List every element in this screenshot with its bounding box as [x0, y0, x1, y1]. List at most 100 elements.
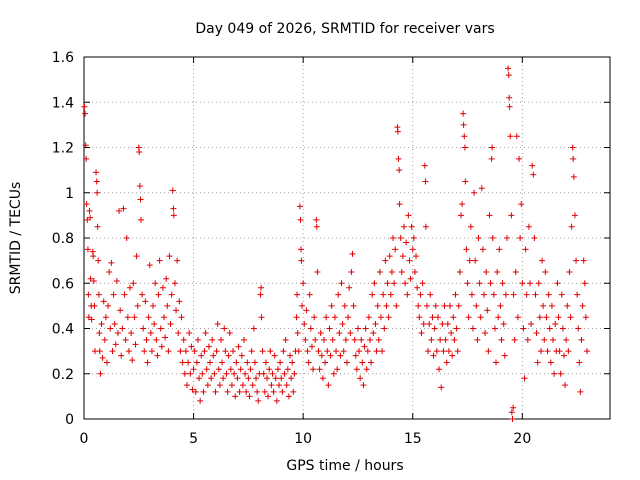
data-point	[396, 201, 403, 208]
data-point	[223, 370, 230, 377]
data-point	[485, 348, 492, 355]
data-point	[414, 284, 421, 291]
data-point	[112, 341, 119, 348]
data-point	[253, 375, 260, 382]
data-point	[93, 178, 100, 185]
data-point	[473, 302, 480, 309]
data-point	[461, 144, 468, 151]
data-point	[167, 320, 174, 327]
data-point	[157, 325, 164, 332]
data-point	[170, 212, 177, 219]
data-point	[190, 366, 197, 373]
data-point	[425, 348, 432, 355]
data-point	[511, 336, 518, 343]
data-points	[81, 65, 590, 422]
data-point	[381, 325, 388, 332]
data-point	[505, 65, 512, 72]
data-point	[450, 314, 457, 321]
data-point	[185, 359, 192, 366]
data-point	[214, 320, 221, 327]
data-point	[454, 348, 461, 355]
data-point	[305, 359, 312, 366]
data-point	[477, 314, 484, 321]
data-point	[119, 325, 126, 332]
data-point	[216, 382, 223, 389]
data-point	[525, 223, 532, 230]
data-point	[226, 330, 233, 337]
data-point	[387, 291, 394, 298]
data-point	[344, 359, 350, 366]
data-point	[545, 291, 552, 298]
data-point	[243, 388, 250, 395]
data-point	[405, 212, 412, 219]
data-point	[207, 359, 214, 366]
data-point	[403, 239, 410, 246]
data-point	[178, 314, 185, 321]
data-point	[266, 366, 273, 373]
data-point	[311, 314, 318, 321]
data-point	[372, 320, 379, 327]
data-point	[251, 359, 258, 366]
data-point	[546, 325, 553, 332]
data-point	[570, 173, 577, 180]
data-point	[282, 336, 289, 343]
data-point	[326, 325, 333, 332]
data-point	[109, 348, 116, 355]
data-point	[522, 246, 529, 253]
data-point	[90, 277, 97, 284]
data-point	[410, 235, 417, 241]
data-point	[501, 352, 508, 359]
data-point	[123, 235, 130, 241]
data-point	[212, 388, 219, 395]
data-point	[184, 382, 191, 389]
data-point	[497, 302, 504, 309]
data-point	[209, 336, 216, 343]
data-point	[418, 330, 425, 337]
data-point	[128, 330, 135, 337]
data-point	[422, 223, 429, 230]
data-point	[376, 268, 383, 275]
data-point	[82, 110, 89, 117]
data-point	[411, 268, 418, 275]
data-point	[155, 291, 162, 298]
data-point	[523, 291, 530, 298]
data-point	[402, 280, 409, 287]
data-point	[391, 280, 398, 287]
data-point	[371, 280, 378, 287]
data-point	[245, 375, 252, 382]
data-point	[528, 320, 535, 327]
data-point	[345, 314, 352, 321]
data-point	[114, 330, 121, 337]
data-point	[303, 307, 310, 314]
data-point	[462, 178, 469, 185]
data-point	[427, 291, 434, 298]
data-point	[535, 280, 542, 287]
data-point	[267, 348, 274, 355]
data-point	[312, 336, 319, 343]
data-point	[233, 359, 240, 366]
data-point	[503, 235, 510, 241]
data-point	[377, 314, 384, 321]
data-point	[362, 325, 369, 332]
data-point	[187, 370, 194, 377]
data-point	[127, 284, 134, 291]
data-point	[316, 366, 323, 373]
data-point	[264, 375, 271, 382]
data-point	[491, 325, 498, 332]
data-point	[537, 348, 544, 355]
data-point	[152, 280, 159, 287]
y-tick-label: 0.6	[52, 276, 74, 292]
y-tick-label: 1.6	[52, 50, 74, 66]
data-point	[153, 336, 160, 343]
data-point	[384, 280, 391, 287]
data-point	[465, 314, 472, 321]
data-point	[318, 352, 325, 359]
data-point	[97, 370, 104, 377]
data-point	[353, 366, 360, 373]
data-point	[313, 223, 320, 230]
y-tick-label: 0.2	[52, 367, 74, 383]
data-point	[547, 359, 554, 366]
data-point	[306, 291, 313, 298]
data-point	[373, 348, 380, 355]
